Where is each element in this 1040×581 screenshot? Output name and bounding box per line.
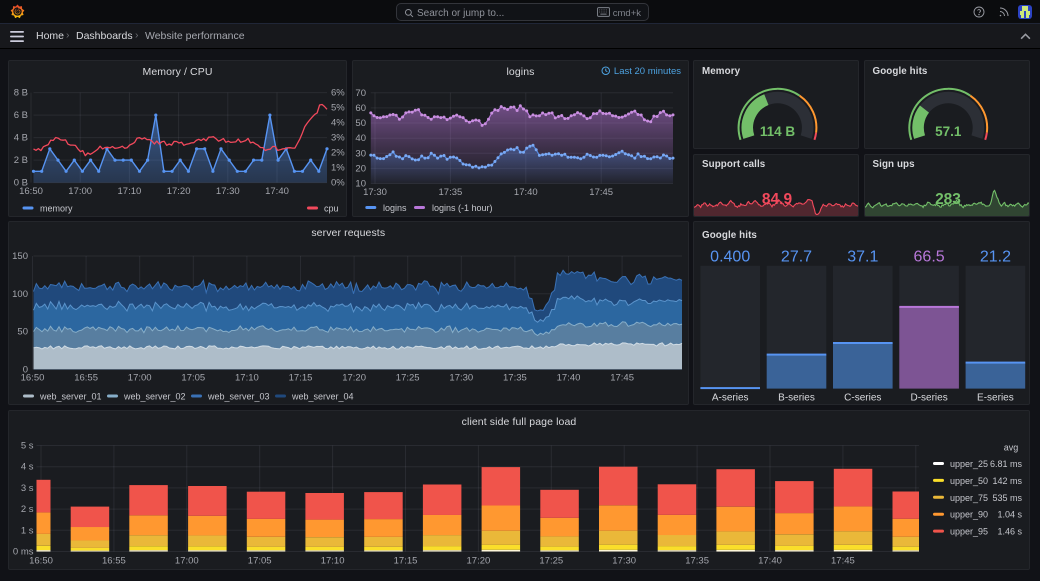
svg-text:27.7: 27.7 — [781, 248, 812, 265]
svg-text:66.5: 66.5 — [914, 248, 945, 265]
svg-text:16:55: 16:55 — [74, 372, 98, 383]
svg-text:17:00: 17:00 — [128, 372, 152, 383]
svg-text:50: 50 — [17, 327, 28, 338]
svg-text:upper_95: upper_95 — [950, 527, 988, 537]
svg-text:40: 40 — [355, 133, 366, 144]
svg-text:16:50: 16:50 — [19, 186, 43, 197]
svg-text:D-series: D-series — [910, 393, 947, 404]
svg-text:17:20: 17:20 — [467, 556, 491, 567]
svg-text:17:35: 17:35 — [685, 556, 709, 567]
svg-text:17:40: 17:40 — [514, 187, 538, 198]
svg-text:150: 150 — [12, 251, 28, 262]
svg-text:5%: 5% — [331, 103, 345, 114]
svg-text:A-series: A-series — [712, 393, 749, 404]
svg-text:17:25: 17:25 — [539, 556, 563, 567]
svg-text:57.1: 57.1 — [935, 124, 962, 139]
svg-text:16:55: 16:55 — [102, 556, 126, 567]
svg-text:0 ms: 0 ms — [13, 547, 34, 558]
svg-text:web_server_03: web_server_03 — [207, 392, 270, 402]
svg-text:17:10: 17:10 — [235, 372, 259, 383]
svg-text:3 s: 3 s — [21, 483, 34, 494]
svg-text:10: 10 — [355, 179, 366, 190]
svg-text:17:20: 17:20 — [342, 372, 366, 383]
svg-text:0.400: 0.400 — [710, 248, 750, 265]
svg-text:logins: logins — [383, 203, 407, 213]
svg-text:upper_25: upper_25 — [950, 459, 988, 469]
svg-text:4%: 4% — [331, 118, 345, 129]
svg-text:2 B: 2 B — [14, 155, 28, 166]
svg-text:20: 20 — [355, 163, 366, 174]
svg-text:4 s: 4 s — [21, 462, 34, 473]
svg-text:6%: 6% — [331, 88, 345, 99]
svg-text:6.81 ms: 6.81 ms — [990, 459, 1023, 469]
svg-text:70: 70 — [355, 88, 366, 99]
svg-text:17:35: 17:35 — [439, 187, 463, 198]
svg-text:1.04 s: 1.04 s — [997, 510, 1022, 520]
svg-text:17:30: 17:30 — [216, 186, 240, 197]
svg-text:17:35: 17:35 — [503, 372, 527, 383]
svg-text:17:40: 17:40 — [758, 556, 782, 567]
svg-text:logins (-1 hour): logins (-1 hour) — [432, 203, 493, 213]
svg-text:E-series: E-series — [977, 393, 1014, 404]
svg-text:17:45: 17:45 — [589, 187, 613, 198]
svg-text:17:30: 17:30 — [612, 556, 636, 567]
svg-text:17:15: 17:15 — [394, 556, 418, 567]
svg-text:17:10: 17:10 — [118, 186, 142, 197]
svg-text:upper_75: upper_75 — [950, 493, 988, 503]
svg-text:16:50: 16:50 — [29, 556, 53, 567]
svg-text:web_server_01: web_server_01 — [39, 392, 102, 402]
svg-text:memory: memory — [40, 204, 73, 214]
svg-text:8 B: 8 B — [14, 88, 28, 99]
svg-text:17:30: 17:30 — [449, 372, 473, 383]
svg-text:web_server_02: web_server_02 — [123, 392, 186, 402]
svg-text:5 s: 5 s — [21, 441, 34, 452]
svg-text:upper_50: upper_50 — [950, 476, 988, 486]
svg-text:17:30: 17:30 — [363, 187, 387, 198]
svg-text:17:45: 17:45 — [831, 556, 855, 567]
svg-text:avg: avg — [1004, 443, 1019, 453]
svg-text:21.2: 21.2 — [980, 248, 1011, 265]
svg-text:17:45: 17:45 — [610, 372, 634, 383]
svg-text:web_server_04: web_server_04 — [291, 392, 354, 402]
svg-text:50: 50 — [355, 118, 366, 129]
svg-text:1 s: 1 s — [21, 525, 34, 536]
svg-text:17:15: 17:15 — [289, 372, 313, 383]
svg-text:37.1: 37.1 — [847, 248, 878, 265]
svg-text:16:50: 16:50 — [21, 372, 45, 383]
svg-text:535 ms: 535 ms — [992, 493, 1022, 503]
svg-text:100: 100 — [12, 289, 28, 300]
svg-text:0 B: 0 B — [14, 178, 28, 189]
svg-text:17:05: 17:05 — [181, 372, 205, 383]
svg-text:17:25: 17:25 — [396, 372, 420, 383]
svg-text:0: 0 — [23, 364, 28, 375]
svg-text:3%: 3% — [331, 133, 345, 144]
svg-text:17:10: 17:10 — [321, 556, 345, 567]
svg-text:17:00: 17:00 — [175, 556, 199, 567]
svg-text:84.9: 84.9 — [762, 191, 793, 208]
svg-text:17:40: 17:40 — [265, 186, 289, 197]
svg-text:1.46 s: 1.46 s — [997, 527, 1022, 537]
svg-text:upper_90: upper_90 — [950, 510, 988, 520]
svg-text:2%: 2% — [331, 148, 345, 159]
svg-text:17:40: 17:40 — [557, 372, 581, 383]
svg-text:2 s: 2 s — [21, 504, 34, 515]
svg-text:30: 30 — [355, 148, 366, 159]
svg-text:142 ms: 142 ms — [992, 476, 1022, 486]
svg-text:B-series: B-series — [778, 393, 815, 404]
svg-text:0%: 0% — [331, 178, 345, 189]
svg-text:60: 60 — [355, 103, 366, 114]
svg-text:C-series: C-series — [844, 393, 881, 404]
svg-text:114 B: 114 B — [760, 124, 796, 139]
svg-text:4 B: 4 B — [14, 133, 28, 144]
svg-text:283: 283 — [935, 191, 961, 208]
svg-text:cpu: cpu — [324, 204, 339, 214]
svg-text:17:20: 17:20 — [167, 186, 191, 197]
svg-text:6 B: 6 B — [14, 110, 28, 121]
svg-text:1%: 1% — [331, 163, 345, 174]
svg-text:17:00: 17:00 — [68, 186, 92, 197]
svg-text:17:05: 17:05 — [248, 556, 272, 567]
